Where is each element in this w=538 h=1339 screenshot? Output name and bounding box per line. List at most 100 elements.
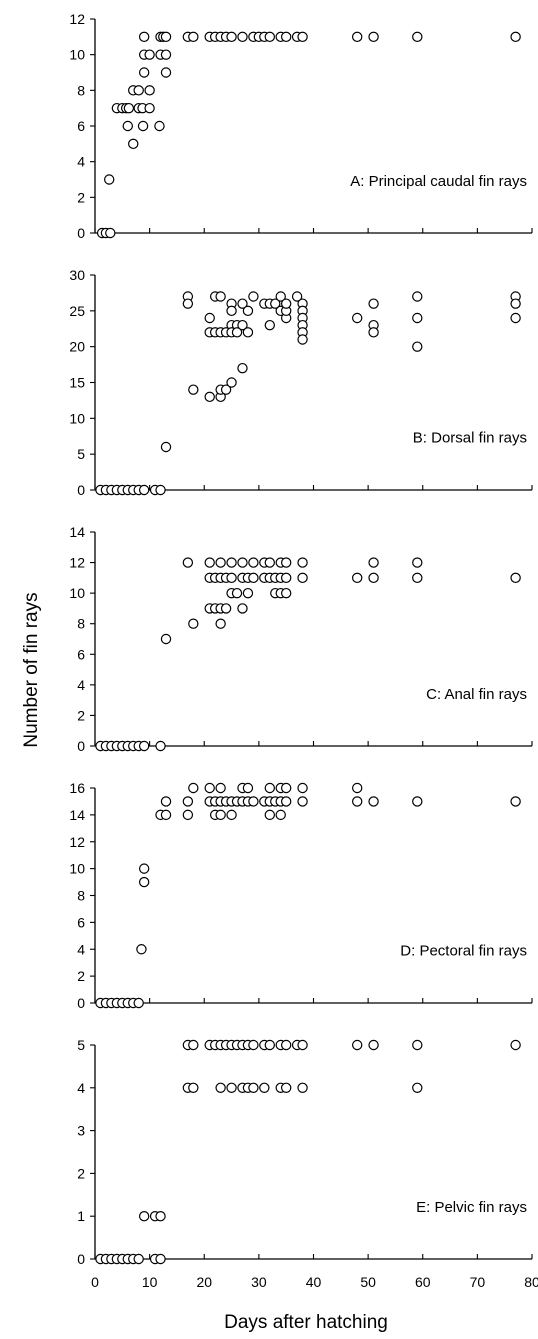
panel-d: 0 2 4 6 8 10 12 14 16 D: Pectoral fin rays xyxy=(69,780,533,1011)
data-point xyxy=(154,120,165,132)
data-point xyxy=(270,298,281,309)
data-point xyxy=(188,1039,199,1051)
data-point xyxy=(264,782,275,794)
data-point xyxy=(412,1082,423,1094)
data-point xyxy=(188,618,199,629)
data-point xyxy=(182,557,194,568)
y-tick-label: 4 xyxy=(77,677,85,693)
y-tick-label: 4 xyxy=(77,154,85,170)
y-tick-label: 25 xyxy=(69,303,85,319)
y-tick-label: 0 xyxy=(77,482,85,498)
data-point xyxy=(237,557,248,568)
data-point xyxy=(138,484,150,496)
y-tick-label: 0 xyxy=(77,995,85,1011)
data-point xyxy=(297,1039,308,1051)
y-tick-label: 12 xyxy=(69,555,85,571)
data-point xyxy=(160,67,172,78)
data-point xyxy=(226,305,237,317)
data-point xyxy=(155,484,166,496)
y-tick-label: 4 xyxy=(77,941,85,957)
data-point xyxy=(368,557,379,568)
y-tick-label: 5 xyxy=(77,446,85,462)
y-tick-label: 30 xyxy=(69,267,85,283)
data-point xyxy=(242,782,254,794)
data-point xyxy=(259,1082,270,1094)
data-point xyxy=(297,334,308,345)
y-tick-label: 15 xyxy=(69,375,85,391)
y-tick-label: 14 xyxy=(69,524,85,540)
data-point xyxy=(264,809,275,821)
data-point xyxy=(182,796,194,807)
data-point xyxy=(248,796,259,807)
data-point xyxy=(204,391,215,403)
data-point xyxy=(297,557,308,568)
x-tick-label: 30 xyxy=(251,1274,267,1290)
x-tick-label: 60 xyxy=(415,1274,431,1290)
data-point xyxy=(215,618,226,629)
data-point xyxy=(104,174,115,185)
y-tick-label: 14 xyxy=(69,807,85,823)
y-tick-label: 0 xyxy=(77,738,85,754)
data-point xyxy=(275,809,286,821)
y-tick-label: 2 xyxy=(77,189,85,205)
data-point xyxy=(155,1253,166,1265)
data-point xyxy=(226,557,237,568)
data-point xyxy=(275,291,286,302)
data-point xyxy=(188,782,199,794)
data-point xyxy=(160,49,172,60)
data-point xyxy=(412,557,423,568)
data-point xyxy=(155,1210,166,1222)
data-point xyxy=(188,384,199,395)
data-point xyxy=(352,1039,363,1051)
shared-x-tick-labels: 0 10 20 30 40 50 60 70 80 xyxy=(91,1274,538,1290)
data-point xyxy=(280,587,292,599)
data-point xyxy=(412,572,423,584)
data-point xyxy=(412,796,423,807)
x-tick-label: 80 xyxy=(524,1274,538,1290)
data-point xyxy=(280,1082,292,1094)
y-tick-label: 1 xyxy=(77,1208,85,1224)
y-tick-label: 10 xyxy=(69,47,85,63)
data-point xyxy=(352,572,363,584)
data-point xyxy=(264,1039,275,1051)
data-point xyxy=(510,312,521,324)
data-point xyxy=(188,31,199,43)
data-point xyxy=(226,377,237,388)
data-point xyxy=(297,31,308,43)
data-point xyxy=(237,319,248,331)
y-axis-title: Number of fin rays xyxy=(21,592,42,747)
data-point xyxy=(297,796,308,807)
data-point xyxy=(237,31,248,43)
x-tick-label: 20 xyxy=(196,1274,212,1290)
data-point xyxy=(510,31,521,43)
data-point xyxy=(248,572,259,584)
data-point xyxy=(297,1082,308,1094)
data-point xyxy=(412,341,423,352)
data-point xyxy=(138,1210,150,1222)
data-point xyxy=(122,120,133,132)
y-tick-label: 6 xyxy=(77,118,85,134)
data-point xyxy=(182,809,194,821)
y-tick-label: 8 xyxy=(77,888,85,904)
data-point xyxy=(510,796,521,807)
data-point xyxy=(248,291,259,302)
y-tick-label: 12 xyxy=(69,834,85,850)
y-tick-label: 2 xyxy=(77,968,85,984)
data-point xyxy=(155,740,166,752)
data-point xyxy=(231,327,243,338)
x-tick-label: 10 xyxy=(142,1274,158,1290)
data-point xyxy=(226,572,237,584)
data-point xyxy=(144,85,155,96)
x-axis-title: Days after hatching xyxy=(224,1312,388,1333)
data-point xyxy=(138,740,150,752)
data-point xyxy=(297,782,308,794)
y-tick-label: 12 xyxy=(69,11,85,27)
data-point xyxy=(123,102,135,114)
data-point xyxy=(280,796,292,807)
data-point xyxy=(368,327,379,338)
data-point xyxy=(264,31,275,43)
data-point xyxy=(144,49,155,60)
data-point xyxy=(226,31,237,43)
panel-title: A: Principal caudal fin rays xyxy=(350,173,527,190)
data-point xyxy=(510,1039,521,1051)
